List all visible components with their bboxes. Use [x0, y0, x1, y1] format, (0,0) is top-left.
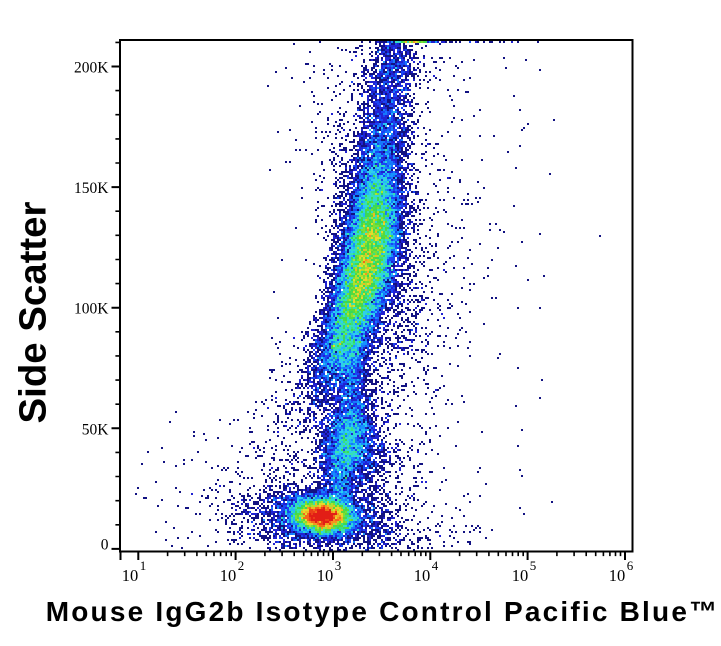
- svg-text:1: 1: [140, 558, 147, 573]
- svg-text:6: 6: [627, 558, 634, 573]
- svg-text:0: 0: [101, 536, 109, 553]
- svg-text:50K: 50K: [82, 421, 110, 438]
- svg-text:10: 10: [317, 566, 334, 585]
- svg-text:2: 2: [238, 558, 245, 573]
- svg-text:200K: 200K: [74, 60, 109, 77]
- svg-text:5: 5: [530, 558, 537, 573]
- svg-text:Side Scatter: Side Scatter: [12, 201, 55, 423]
- svg-text:Mouse IgG2b Isotype Control Pa: Mouse IgG2b Isotype Control Pacific Blue…: [46, 596, 720, 627]
- svg-text:10: 10: [220, 566, 237, 585]
- svg-text:150K: 150K: [74, 180, 109, 197]
- svg-text:10: 10: [122, 566, 139, 585]
- svg-text:10: 10: [414, 566, 431, 585]
- svg-text:10: 10: [512, 566, 529, 585]
- svg-text:100K: 100K: [74, 301, 109, 318]
- svg-text:3: 3: [335, 558, 342, 573]
- svg-text:10: 10: [609, 566, 626, 585]
- svg-text:4: 4: [432, 558, 439, 573]
